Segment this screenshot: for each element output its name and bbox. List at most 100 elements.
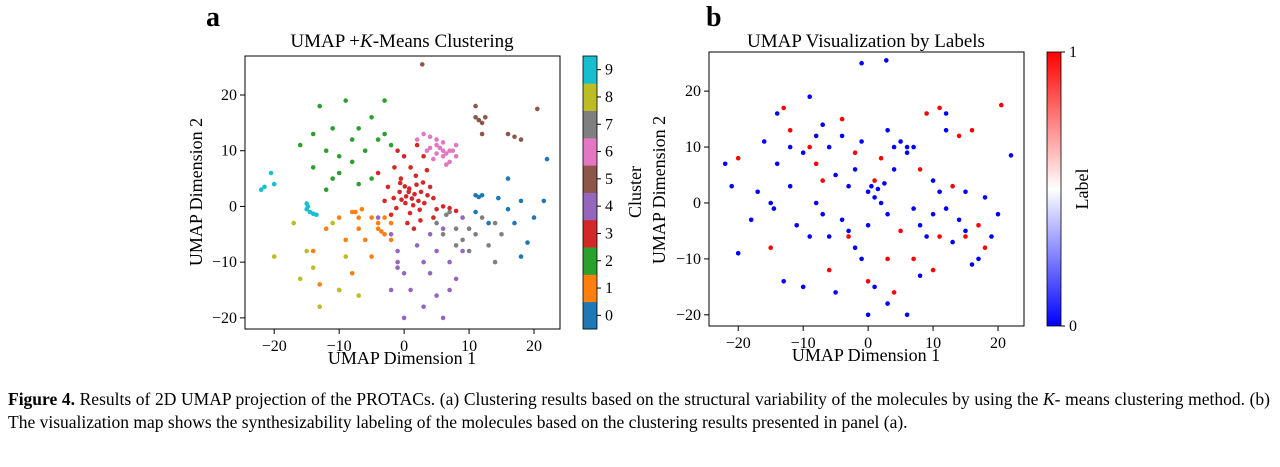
scatter-point-cluster-2 [323,187,329,192]
scatter-point-label-1 [839,116,845,122]
colorbar-segment [583,137,597,166]
scatter-point-cluster-5 [479,131,485,137]
scatter-point-cluster-9 [268,170,274,176]
scatter-point-cluster-2 [375,137,381,142]
scatter-point-label-0 [963,189,968,195]
colorbar-segment [583,247,597,275]
scatter-point-label-1 [781,105,786,111]
scatter-point-cluster-3 [407,210,413,216]
y-tick-label: −10 [676,251,701,268]
scatter-point-cluster-6 [424,148,430,153]
scatter-point-label-0 [976,256,981,262]
y-tick-label: −10 [212,254,237,271]
scatter-point-cluster-9 [305,204,311,209]
chart-a-title: UMAP +K-Means Clustering [290,31,514,52]
scatter-point-cluster-4 [460,215,465,220]
scatter-point-label-0 [930,211,936,217]
scatter-point-label-0 [917,273,923,279]
caption-line1: Results of 2D UMAP projection of the PRO… [75,389,1043,409]
scatter-point-cluster-7 [460,237,465,243]
scatter-point-label-0 [729,183,734,189]
scatter-point-label-0 [800,150,806,155]
colorbar-segment [583,301,597,330]
scatter-point-cluster-6 [440,154,446,159]
chart-a-y-ticks: −20 −10 0 10 20 [212,87,245,327]
scatter-point-label-0 [852,167,858,172]
scatter-point-label-0 [846,228,851,234]
scatter-point-label-1 [937,234,942,239]
scatter-point-cluster-5 [505,131,511,137]
scatter-point-label-0 [768,200,773,206]
scatter-point-label-0 [891,167,897,172]
scatter-point-cluster-3 [411,226,417,231]
colorbar-tick-label: 0 [1069,318,1077,335]
scatter-point-label-0 [950,239,955,245]
scatter-point-cluster-2 [382,98,387,103]
scatter-point-label-0 [904,144,910,150]
scatter-point-cluster-3 [385,184,391,190]
y-tick-label: −20 [676,307,701,324]
scatter-point-cluster-1 [388,220,394,226]
scatter-point-cluster-2 [369,115,374,120]
scatter-point-cluster-3 [420,180,426,185]
scatter-point-cluster-6 [453,154,459,159]
colorbar-tick-label: 7 [605,116,613,133]
scatter-point-cluster-4 [408,287,413,293]
scatter-point-cluster-1 [382,232,387,237]
scatter-point-label-0 [943,206,949,211]
scatter-point-label-0 [748,217,754,223]
chart-b-colorbar-ticks: 01 [1061,44,1077,335]
scatter-point-cluster-3 [417,207,423,213]
scatter-point-cluster-4 [434,248,439,254]
scatter-point-cluster-1 [379,229,384,234]
scatter-point-cluster-4 [434,293,439,298]
scatter-point-label-0 [813,200,819,206]
scatter-point-cluster-4 [401,271,407,276]
scatter-point-label-0 [826,144,832,150]
scatter-point-label-0 [982,195,988,200]
scatter-point-cluster-7 [444,212,449,218]
scatter-point-label-1 [891,290,897,295]
scatter-point-cluster-7 [453,226,459,231]
scatter-point-cluster-7 [466,226,472,231]
scatter-point-cluster-4 [375,215,381,220]
scatter-point-cluster-6 [414,137,420,142]
scatter-point-label-0 [761,139,767,144]
scatter-point-cluster-8 [330,220,336,226]
panel-a: UMAP +K-Means Clustering −20 −10 0 10 20 −20… [186,31,645,368]
scatter-point-cluster-2 [343,98,349,103]
scatter-point-cluster-9 [262,184,267,190]
y-tick-label: 20 [221,87,237,104]
scatter-point-cluster-7 [434,220,439,226]
colorbar-segment [583,219,597,248]
scatter-point-label-0 [865,223,871,228]
scatter-point-label-0 [722,161,728,167]
scatter-point-label-1 [820,178,825,183]
scatter-point-cluster-3 [408,165,413,170]
scatter-point-label-1 [924,111,929,116]
scatter-point-cluster-1 [359,206,365,212]
x-tick-label: 0 [400,338,408,355]
scatter-point-label-0 [1008,153,1014,158]
scatter-point-cluster-2 [388,142,394,148]
scatter-point-label-0 [826,234,832,239]
x-tick-label: −10 [791,335,816,352]
caption-line3: panel (a). [841,412,908,432]
scatter-point-label-0 [884,58,889,63]
scatter-point-cluster-4 [460,248,465,254]
scatter-point-cluster-3 [407,186,412,191]
scatter-point-label-0 [924,234,929,239]
colorbar-segment [583,83,597,111]
scatter-point-cluster-3 [418,189,424,195]
scatter-point-cluster-6 [450,148,456,153]
scatter-point-cluster-4 [388,287,394,293]
scatter-point-cluster-0 [518,254,524,259]
scatter-point-cluster-3 [412,191,417,197]
scatter-point-cluster-1 [310,248,316,254]
panel-letter-a: a [206,2,220,33]
scatter-point-cluster-0 [512,220,517,226]
scatter-point-label-0 [852,245,858,250]
scatter-point-label-0 [911,144,916,150]
scatter-point-cluster-1 [349,271,355,276]
scatter-point-cluster-1 [343,237,349,243]
